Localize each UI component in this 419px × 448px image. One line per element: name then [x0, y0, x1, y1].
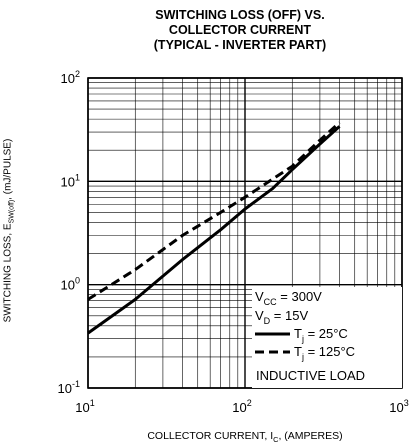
chart-title-line-1: SWITCHING LOSS (OFF) VS. [155, 8, 325, 22]
legend-box [252, 287, 402, 388]
y-tick-label: 10-1 [58, 379, 80, 396]
x-axis-label: COLLECTOR CURRENT, IC, (AMPERES) [147, 430, 343, 445]
y-axis-label-wrap: SWITCHING LOSS, ESW(off), (mJ/PULSE) [2, 80, 16, 380]
series-line-2 [87, 121, 341, 301]
x-tick-label: 103 [389, 398, 408, 415]
y-tick-label: 102 [61, 69, 80, 86]
legend-series-label-1: Tj = 25°C [294, 326, 348, 344]
chart-title-line-3: (TYPICAL - INVERTER PART) [153, 38, 327, 52]
legend-footer: INDUCTIVE LOAD [256, 368, 365, 383]
y-tick-label: 100 [61, 276, 80, 293]
chart-title-line-2: COLLECTOR CURRENT [168, 23, 312, 37]
x-tick-label: 101 [75, 398, 94, 415]
x-tick-label: 102 [232, 398, 251, 415]
plot-frame [87, 77, 403, 389]
y-tick-label: 101 [61, 172, 80, 189]
series-line-1 [87, 125, 341, 335]
legend-series-label-2: Tj = 125°C [294, 344, 355, 362]
legend-condition-vcc: VCC = 300V [255, 289, 322, 307]
legend-condition-vd: VD = 15V [255, 308, 308, 326]
y-axis-label: SWITCHING LOSS, ESW(off), (mJ/PULSE) [2, 138, 16, 323]
